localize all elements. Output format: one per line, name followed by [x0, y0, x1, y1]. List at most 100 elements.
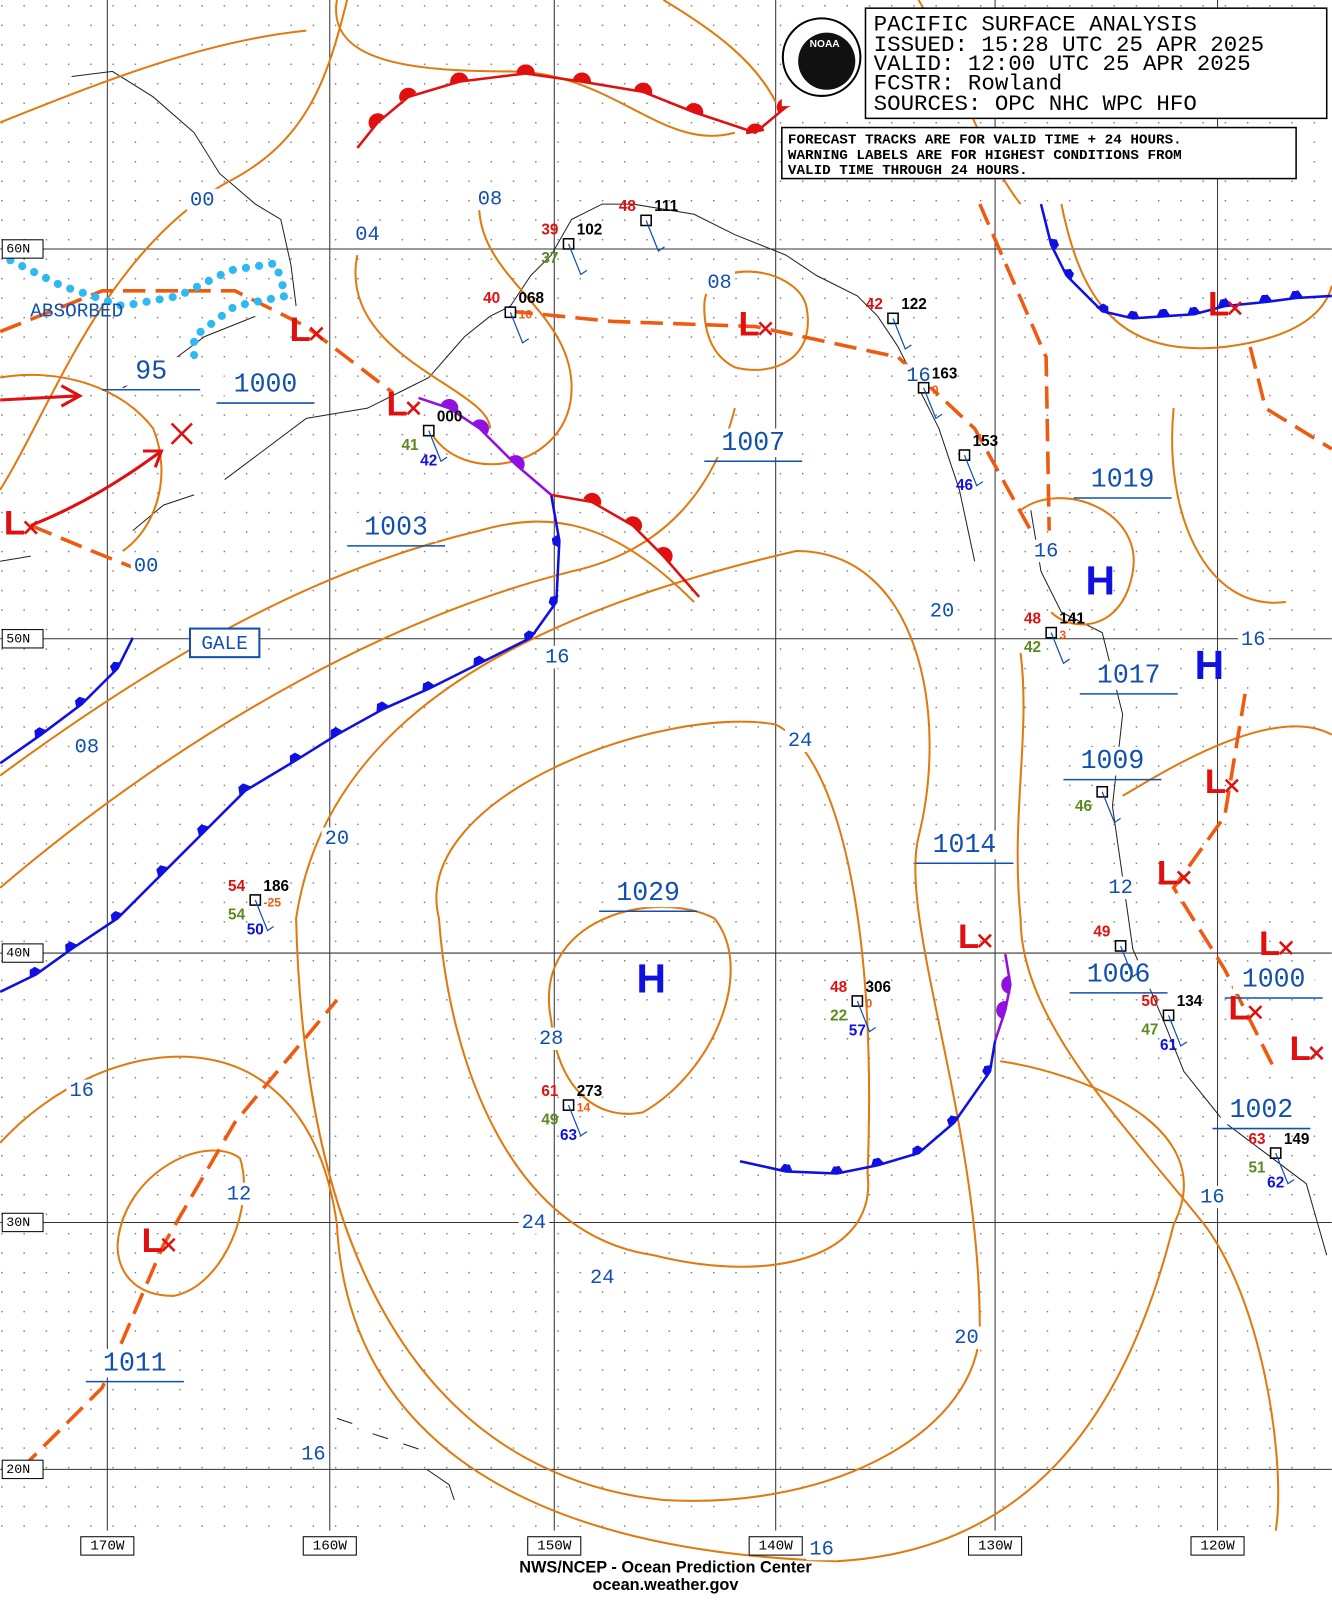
station-dew: 46 [1075, 798, 1092, 815]
low-center: L [1290, 1030, 1311, 1068]
lat-label-box [1, 1459, 44, 1480]
station-sst: 50 [247, 922, 264, 939]
header-line: FCSTR: Rowland [874, 71, 1063, 97]
station-dew: 42 [1024, 639, 1041, 656]
low-center: L [290, 311, 311, 349]
footer-line: ocean.weather.gov [593, 1576, 739, 1594]
wind-barb [254, 899, 274, 932]
label-bg [806, 1537, 837, 1561]
station-dew: 22 [830, 1007, 847, 1024]
station-pressure: 102 [577, 222, 603, 239]
station-box [249, 894, 262, 906]
lon-label-box [748, 1536, 803, 1556]
coastlines [0, 70, 1328, 1501]
wind-barb [1167, 1015, 1188, 1047]
label-bg [474, 187, 506, 211]
station-tend: 3 [1059, 628, 1066, 642]
station-pressure: 163 [932, 366, 958, 383]
label-bg [607, 878, 689, 908]
lon-label-box [1190, 1536, 1245, 1556]
high-center: H [1195, 642, 1224, 688]
central-pressure: 1002 [1230, 1095, 1294, 1125]
lon-label-box [80, 1536, 135, 1556]
station-tend: -25 [263, 895, 281, 909]
station-temp: 50 [1141, 993, 1158, 1010]
station-pressure: 149 [1284, 1131, 1310, 1148]
lon-label: 160W [313, 1539, 348, 1555]
label-bg [66, 1079, 98, 1103]
note-line: VALID TIME THROUGH 24 HOURS. [788, 163, 1028, 179]
station-dew: 51 [1248, 1159, 1266, 1176]
label-bg [1220, 1095, 1303, 1125]
station-pressure: 141 [1059, 610, 1085, 627]
lon-label-box [527, 1536, 582, 1556]
fronts [0, 64, 1332, 1471]
station-pressure: 153 [973, 433, 999, 450]
low-x [1224, 778, 1239, 793]
station-temp: 63 [1248, 1131, 1265, 1148]
isobar-label: 16 [545, 647, 569, 670]
station-tend: 0 [932, 383, 939, 397]
station-sst: 62 [1267, 1175, 1284, 1192]
wind-barb [1050, 632, 1070, 665]
central-pressure: 1006 [1087, 960, 1151, 990]
station-pressure: 134 [1177, 993, 1203, 1010]
label-bg [903, 364, 934, 387]
low-x [1309, 1046, 1324, 1061]
isobar-label: 12 [1108, 877, 1132, 900]
lat-label-box [1, 943, 44, 963]
station-pressure: 273 [577, 1083, 603, 1100]
wind-barb [567, 243, 588, 276]
central-pressure: 1019 [1091, 465, 1155, 495]
low-x [1176, 870, 1191, 885]
central-pressure: 1000 [1242, 965, 1306, 995]
station-pressure: 122 [901, 296, 927, 313]
isobar-label: 00 [134, 556, 158, 579]
low-center: L [958, 918, 979, 956]
lat-label: 40N [6, 946, 30, 961]
lon-label-box [968, 1536, 1023, 1556]
station-dew: 54 [228, 906, 246, 923]
note-line: WARNING LABELS ARE FOR HIGHEST CONDITION… [788, 148, 1182, 164]
central-pressure: 1007 [721, 428, 785, 458]
label-bg [110, 357, 193, 386]
label-bg [518, 1211, 550, 1234]
lat-label-box [1, 629, 44, 649]
low-center: L [1228, 989, 1249, 1027]
station-tend: 0 [865, 996, 872, 1010]
low-x [23, 520, 38, 535]
isobar-label: 16 [1034, 540, 1058, 563]
label-bg [1071, 746, 1154, 776]
station-temp: 40 [483, 290, 500, 307]
isobar-label: 20 [954, 1327, 978, 1350]
central-pressure: 1011 [103, 1348, 167, 1378]
isobar-label: 24 [522, 1212, 546, 1235]
lat-label: 60N [6, 241, 30, 256]
central-pressure: 1029 [616, 878, 680, 908]
label-bg [1030, 539, 1062, 563]
label-bg [712, 428, 795, 458]
wind-barb [1101, 791, 1121, 824]
label-bg [1105, 876, 1136, 899]
low-x [406, 401, 421, 416]
low-center: L [1205, 763, 1226, 801]
isobar-label: 12 [227, 1183, 251, 1206]
label-bg [94, 1348, 176, 1378]
isobar-label: 08 [478, 188, 502, 211]
station-temp: 54 [228, 878, 246, 895]
label-bg [586, 1266, 618, 1289]
lat-label: 20N [6, 1462, 30, 1477]
low-center: L [4, 505, 25, 543]
isobar-label: 16 [809, 1538, 833, 1561]
station-tend: 14 [577, 1100, 591, 1114]
low-x [309, 326, 324, 341]
isobar-label: 00 [190, 189, 214, 212]
header-line: VALID: 12:00 UTC 25 APR 2025 [874, 51, 1251, 77]
station-sst: 57 [849, 1023, 866, 1040]
isobar-label: 24 [788, 730, 812, 753]
label-bg [298, 1442, 329, 1466]
isobar-label: 28 [539, 1028, 563, 1051]
label-bg [1232, 965, 1315, 994]
station-sst: 61 [1160, 1037, 1178, 1054]
label-bg [1077, 960, 1160, 989]
